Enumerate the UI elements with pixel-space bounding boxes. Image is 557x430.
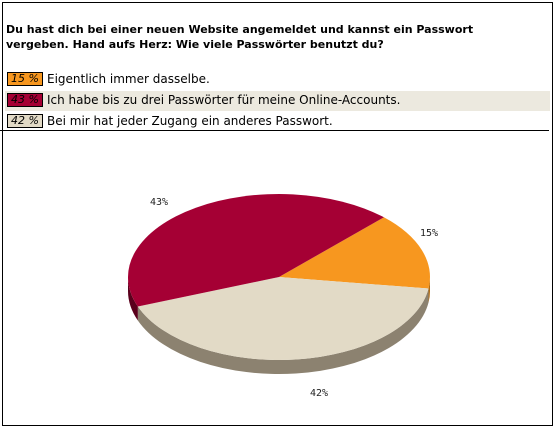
pie-data-label: 43% [150,197,168,208]
poll-question: Du hast dich bei einer neuen Website ang… [6,23,474,51]
pie-slice [137,277,429,360]
chart-legend: 15 % Eigentlich immer dasselbe. 43 % Ich… [5,70,550,133]
pie-slice-side [428,277,430,303]
pie-slice-side [137,288,429,374]
pie-slice-side [128,277,138,321]
pie-slice [279,217,430,289]
pie-slice [127,194,384,307]
legend-percent-box: 15 % [7,72,43,86]
legend-label: Bei mir hat jeder Zugang ein anderes Pas… [47,114,333,128]
legend-label: Eigentlich immer dasselbe. [47,72,210,86]
legend-percent-box: 42 % [7,114,43,128]
legend-item-unique-passwords: 42 % Bei mir hat jeder Zugang ein andere… [5,112,550,132]
pie-data-label: 15% [420,228,438,239]
legend-item-three-passwords: 43 % Ich habe bis zu drei Passwörter für… [5,91,550,111]
legend-item-same-password: 15 % Eigentlich immer dasselbe. [5,70,550,90]
legend-percent-box: 43 % [7,93,43,107]
legend-divider [0,130,549,131]
legend-label: Ich habe bis zu drei Passwörter für mein… [47,93,401,107]
pie-data-label: 42% [310,388,328,399]
